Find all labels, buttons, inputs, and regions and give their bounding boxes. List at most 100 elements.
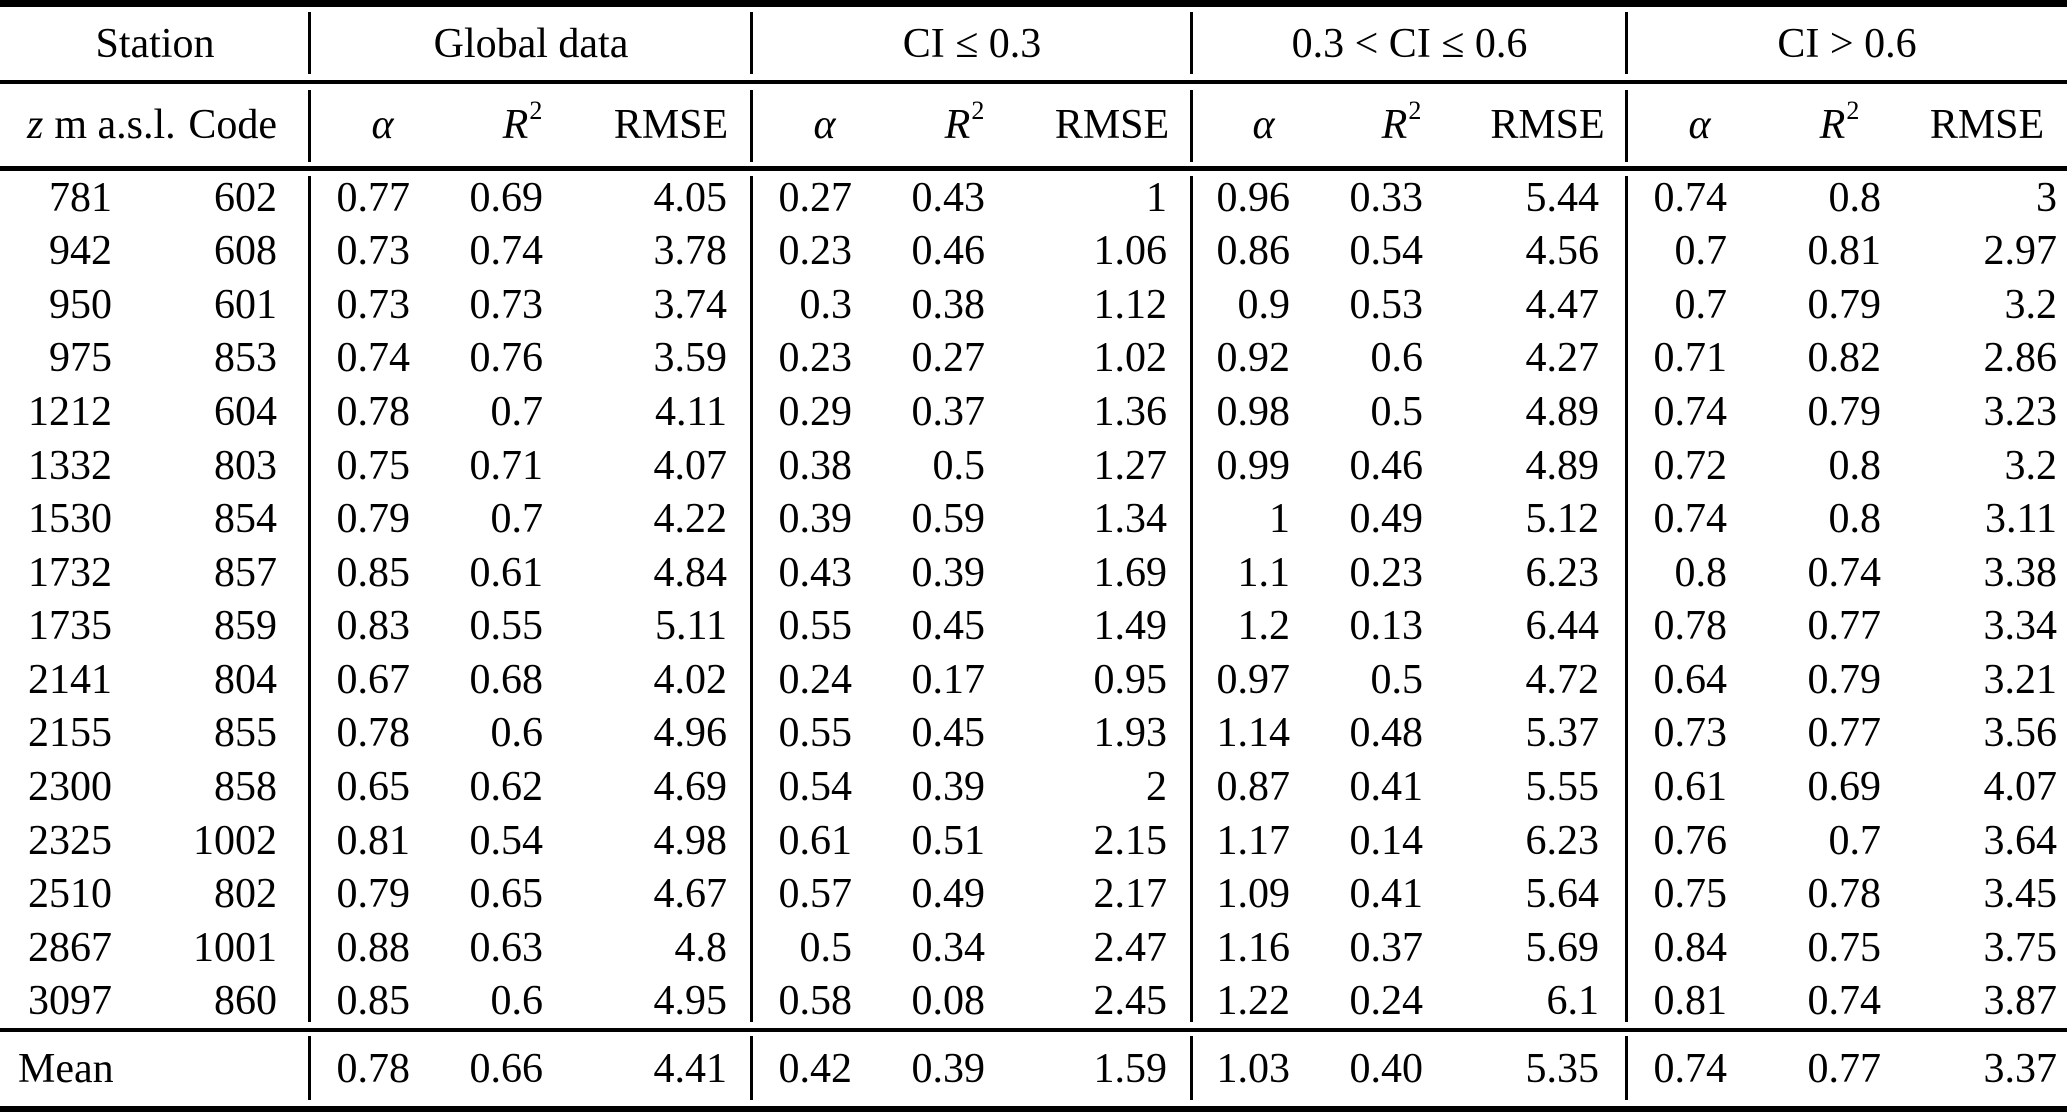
top-rule <box>0 0 2067 7</box>
cell: 0.49 <box>911 871 986 918</box>
cell: 4.95 <box>653 978 728 1025</box>
table-row: 1530 854 0.79 0.7 4.22 0.39 0.59 1.34 1 0.49 5.12 0… <box>0 492 2067 546</box>
column-separator-rule <box>1190 12 1193 74</box>
cell: 4.27 <box>1525 335 1600 382</box>
cell: 0.7 <box>1828 817 1882 864</box>
cell: 0.41 <box>1349 763 1424 810</box>
cell: 0.99 <box>1216 442 1291 489</box>
cell: 0.77 <box>1807 603 1882 650</box>
table-row: 2141 804 0.67 0.68 4.02 0.24 0.17 0.95 0.97 0.5 4.… <box>0 653 2067 707</box>
table-row: 1732 857 0.85 0.61 4.84 0.43 0.39 1.69 1.1 0.23 6.… <box>0 546 2067 600</box>
cell: 4.8 <box>674 924 728 971</box>
code-header: Code <box>188 102 277 148</box>
cell: 0.41 <box>1349 871 1424 918</box>
col-group-global: Global data <box>433 20 629 67</box>
cell: 0.95 <box>1093 656 1168 703</box>
cell: 1.02 <box>1093 335 1168 382</box>
cell: 0.69 <box>469 174 544 221</box>
cell: 0.54 <box>778 763 853 810</box>
cell: 0.33 <box>1349 174 1424 221</box>
cell: 0.6 <box>1370 335 1424 382</box>
cell: 0.78 <box>1653 603 1728 650</box>
cell: 4.84 <box>653 549 728 596</box>
cell: 1.69 <box>1093 549 1168 596</box>
cell: 0.81 <box>336 817 411 864</box>
cell: 1.27 <box>1093 442 1168 489</box>
col-group-ci-high: CI > 0.6 <box>1777 20 1917 67</box>
cell: 0.81 <box>1653 978 1728 1025</box>
cell: 1.12 <box>1093 281 1168 328</box>
cell: 3.34 <box>1983 603 2058 650</box>
table-row: 2300 858 0.65 0.62 4.69 0.54 0.39 2 0.87 0.41 5.55… <box>0 760 2067 814</box>
cell: 975 <box>49 335 112 382</box>
table-body: 781 602 0.77 0.69 4.05 0.27 0.43 1 0.96 0.33 5.44 0… <box>0 171 2067 1028</box>
cell: 0.37 <box>1349 924 1424 971</box>
cell: 0.46 <box>911 228 986 275</box>
cell: 0.96 <box>1216 174 1291 221</box>
table-row: 3097 860 0.85 0.6 4.95 0.58 0.08 2.45 1.22 0.24 6.… <box>0 974 2067 1028</box>
cell: 4.67 <box>653 871 728 918</box>
table-row: 975 853 0.74 0.76 3.59 0.23 0.27 1.02 0.92 0.6 4.2… <box>0 332 2067 386</box>
cell: 601 <box>214 281 277 328</box>
cell: 0.39 <box>911 763 986 810</box>
table-row: 781 602 0.77 0.69 4.05 0.27 0.43 1 0.96 0.33 5.44 0… <box>0 171 2067 225</box>
cell: 0.6 <box>490 710 544 757</box>
cell: 0.54 <box>1349 228 1424 275</box>
cell: 0.38 <box>911 281 986 328</box>
cell: 853 <box>214 335 277 382</box>
body-mean-rule <box>0 1028 2067 1032</box>
cell: 2141 <box>28 656 112 703</box>
cell: 0.63 <box>469 924 544 971</box>
cell: 0.17 <box>911 656 986 703</box>
cell: 3.11 <box>1985 496 2057 543</box>
cell: 0.64 <box>1653 656 1728 703</box>
cell: 0.9 <box>1237 281 1291 328</box>
cell: 0.72 <box>1653 442 1728 489</box>
alpha-header: α <box>1688 102 1711 148</box>
col-group-ci-low: CI ≤ 0.3 <box>902 20 1042 67</box>
mean-cell: 5.35 <box>1525 1046 1600 1092</box>
cell: 0.87 <box>1216 763 1291 810</box>
cell: 855 <box>214 710 277 757</box>
cell: 0.92 <box>1216 335 1291 382</box>
cell: 4.69 <box>653 763 728 810</box>
cell: 0.8 <box>1828 496 1882 543</box>
cell: 1 <box>1269 496 1290 543</box>
cell: 0.29 <box>778 389 853 436</box>
cell: 2.45 <box>1093 978 1168 1025</box>
table-row: 2325 1002 0.81 0.54 4.98 0.61 0.51 2.15 1.17 0.14… <box>0 814 2067 868</box>
cell: 1212 <box>28 389 112 436</box>
cell: 3.2 <box>2004 281 2058 328</box>
cell: 1.14 <box>1216 710 1291 757</box>
cell: 0.65 <box>336 763 411 810</box>
cell: 2325 <box>28 817 112 864</box>
cell: 0.69 <box>1807 763 1882 810</box>
mean-cell: 0.77 <box>1807 1046 1882 1092</box>
cell: 3.75 <box>1983 924 2058 971</box>
cell: 0.97 <box>1216 656 1291 703</box>
cell: 803 <box>214 442 277 489</box>
cell: 1.49 <box>1093 603 1168 650</box>
cell: 0.57 <box>778 871 853 918</box>
cell: 0.78 <box>1807 871 1882 918</box>
cell: 4.07 <box>1983 763 2058 810</box>
column-separator-rule <box>1625 12 1628 74</box>
cell: 2867 <box>28 924 112 971</box>
cell: 6.1 <box>1546 978 1600 1025</box>
cell: 6.23 <box>1525 817 1600 864</box>
mean-cell: 4.41 <box>653 1046 728 1092</box>
cell: 4.96 <box>653 710 728 757</box>
cell: 3.21 <box>1983 656 2058 703</box>
column-separator-rule <box>1190 176 1193 1022</box>
mean-cell: 0.78 <box>336 1046 411 1092</box>
cell: 950 <box>49 281 112 328</box>
cell: 3.38 <box>1983 549 2058 596</box>
cell: 0.78 <box>336 710 411 757</box>
column-separator-rule <box>1190 90 1193 162</box>
cell: 0.53 <box>1349 281 1424 328</box>
cell: 0.67 <box>336 656 411 703</box>
col-group-ci-mid: 0.3 < CI ≤ 0.6 <box>1291 20 1528 67</box>
cell: 0.7 <box>1674 228 1728 275</box>
cell: 0.13 <box>1349 603 1424 650</box>
